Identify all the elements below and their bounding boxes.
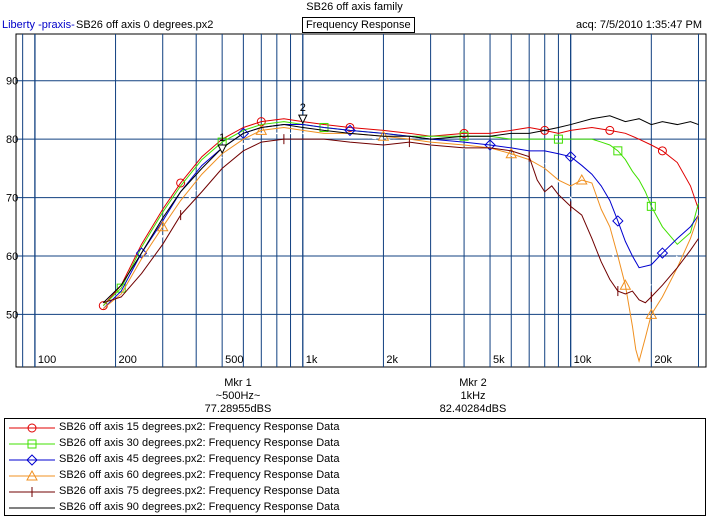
data-point	[656, 247, 669, 259]
app-name: Liberty -praxis-	[2, 19, 75, 31]
marker-1-label: 1	[219, 132, 225, 144]
reference-file-name: SB26 off axis 0 degrees.px2	[76, 19, 214, 31]
legend-swatch-cross-icon	[9, 487, 55, 497]
x-tick-label: 1k	[306, 354, 318, 366]
y-tick-label: 50	[6, 309, 18, 321]
data-point	[505, 147, 518, 159]
data-point	[657, 146, 667, 156]
data-point	[27, 423, 37, 433]
data-point	[26, 469, 38, 481]
data-point	[645, 308, 658, 319]
marker-1-frequency: ~500Hz~	[215, 390, 261, 402]
x-tick-label: 5k	[493, 354, 505, 366]
x-tick-label: 100	[38, 354, 56, 366]
marker-2-title: Mkr 2	[459, 377, 487, 389]
data-point	[255, 124, 268, 135]
legend-item: SB26 off axis 15 degrees.px2: Frequency …	[5, 420, 705, 436]
series-5	[103, 134, 699, 304]
marker-2-value: 82.40284dBS	[439, 403, 507, 415]
legend-item: SB26 off axis 45 degrees.px2: Frequency …	[5, 452, 705, 468]
grid	[16, 34, 706, 367]
data-point	[484, 139, 496, 151]
x-tick-label: 10k	[574, 354, 592, 366]
series-6	[102, 115, 699, 304]
legend-label: SB26 off axis 30 degrees.px2: Frequency …	[59, 437, 340, 449]
measurement-mode-box: Frequency Response	[302, 17, 415, 33]
data-point	[540, 125, 550, 135]
data-point	[613, 146, 623, 156]
legend-swatch-circle-icon	[9, 423, 55, 433]
legend-swatch-square-icon	[9, 439, 55, 449]
data-point	[156, 220, 169, 232]
x-tick-label: 2k	[386, 354, 398, 366]
legend-swatch-diamond-icon	[9, 454, 55, 466]
data-point	[345, 122, 355, 132]
legend-label: SB26 off axis 90 degrees.px2: Frequency …	[59, 501, 340, 513]
legend: SB26 off axis 15 degrees.px2: Frequency …	[4, 418, 706, 516]
legend-label: SB26 off axis 75 degrees.px2: Frequency …	[59, 485, 340, 497]
x-tick-label: 500	[225, 354, 243, 366]
legend-label: SB26 off axis 60 degrees.px2: Frequency …	[59, 469, 340, 481]
data-point	[27, 439, 37, 449]
y-tick-label: 70	[6, 193, 18, 205]
data-point	[237, 127, 250, 140]
data-point	[116, 283, 126, 293]
data-point	[605, 125, 615, 135]
frequency-response-plot: 50 60 70 80 90 100 200 500 1k 2k 5k 10k 20k 1 2	[6, 33, 707, 368]
x-tick-label: 200	[119, 354, 137, 366]
series-line	[102, 126, 699, 364]
legend-item: SB26 off axis 75 degrees.px2: Frequency …	[5, 484, 705, 500]
data-point	[176, 178, 186, 188]
data-point	[575, 174, 588, 185]
legend-item: SB26 off axis 30 degrees.px2: Frequency …	[5, 436, 705, 452]
marker-2-label: 2	[300, 102, 306, 114]
data-point	[612, 215, 624, 227]
marker-1-title: Mkr 1	[224, 377, 252, 389]
legend-item: SB26 off axis 60 degrees.px2: Frequency …	[5, 468, 705, 484]
legend-item: SB26 off axis 90 degrees.px2: Frequency …	[5, 500, 705, 516]
x-tick-label: 20k	[654, 354, 672, 366]
marker-1-triangle	[217, 144, 227, 155]
series-line	[102, 118, 699, 306]
y-tick-label: 80	[6, 134, 18, 146]
marker-2-frequency: 1kHz	[460, 390, 486, 402]
series-line	[102, 115, 699, 304]
y-tick-label: 60	[6, 251, 18, 263]
legend-swatch-triangle-icon	[9, 469, 55, 481]
legend-swatch-line-icon	[9, 507, 55, 509]
marker-1-readout: Mkr 1 ~500Hz~ 77.28955dBS	[178, 377, 298, 416]
plot-area	[15, 33, 707, 368]
data-point	[646, 201, 656, 211]
y-tick-label: 90	[6, 76, 18, 88]
data-point	[553, 134, 563, 144]
data-point	[26, 454, 38, 466]
acquisition-timestamp: acq: 7/5/2010 1:35:47 PM	[576, 19, 702, 31]
chart-title: SB26 off axis family	[306, 1, 403, 13]
data-point	[619, 279, 632, 290]
data-point	[564, 150, 577, 163]
legend-label: SB26 off axis 45 degrees.px2: Frequency …	[59, 453, 340, 465]
marker-2-readout: Mkr 2 1kHz 82.40284dBS	[413, 377, 533, 416]
marker-1-value: 77.28955dBS	[204, 403, 272, 415]
series-1	[98, 117, 699, 311]
legend-label: SB26 off axis 15 degrees.px2: Frequency …	[59, 421, 340, 433]
data-point	[344, 124, 356, 137]
marker-2-triangle	[297, 114, 308, 125]
reference-0deg-line	[102, 132, 678, 310]
